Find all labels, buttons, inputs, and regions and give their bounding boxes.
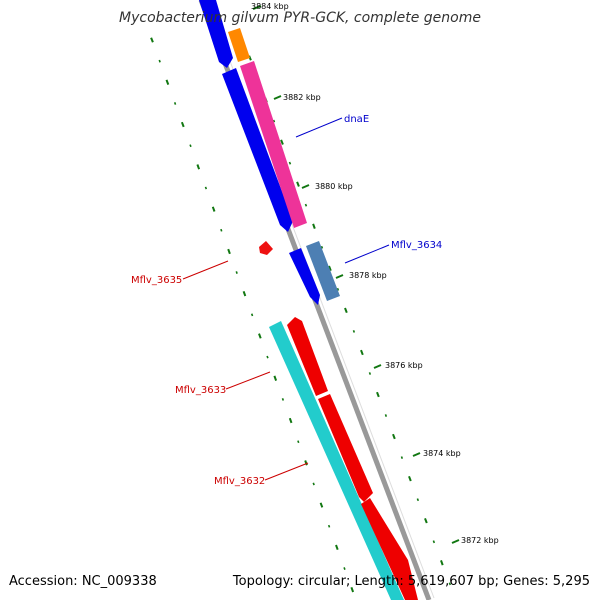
- gc-skew-mark: [352, 330, 356, 333]
- gc-skew-mark: [392, 433, 396, 440]
- gc-skew-mark: [335, 544, 339, 551]
- leader-line-mflv3633: [225, 371, 271, 390]
- gc-skew-mark: [400, 456, 404, 459]
- leader-line-mflv3632: [264, 462, 309, 481]
- gc-skew-mark: [211, 206, 216, 212]
- gc-skew-mark: [408, 475, 412, 482]
- gc-skew-mark: [350, 586, 355, 593]
- tick-label: 3884 kbp: [251, 2, 289, 11]
- tick-mark: [301, 184, 310, 189]
- tick-mark: [252, 5, 262, 10]
- gene-arrow-blue-small[interactable]: [289, 248, 320, 305]
- gc-skew-mark: [384, 414, 388, 417]
- gene-label-dnae[interactable]: dnaE: [344, 114, 369, 125]
- gc-skew-mark: [150, 37, 154, 43]
- gene-orange[interactable]: [228, 28, 250, 62]
- gc-skew-mark: [376, 391, 380, 398]
- gene-arrow-blue-top[interactable]: [199, 0, 233, 68]
- tick-label: 3882 kbp: [283, 93, 321, 102]
- kbp-ticks: 3884 kbp 3882 kbp 3880 kbp 3878 kbp 3876…: [251, 2, 499, 545]
- gc-skew-mark: [266, 355, 269, 359]
- gc-skew-mark: [281, 398, 285, 401]
- tick-mark: [412, 452, 421, 457]
- tick-label: 3874 kbp: [423, 449, 461, 458]
- gene-label-mflv3633[interactable]: Mflv_3633: [175, 385, 226, 396]
- leader-line-mflv3634: [344, 244, 390, 264]
- tick-mark: [451, 539, 460, 544]
- gc-skew-mark: [368, 372, 372, 375]
- gc-skew-mark: [272, 119, 276, 123]
- gc-skew-mark: [320, 245, 324, 249]
- gc-skew-mark: [173, 102, 177, 105]
- gc-skew-mark: [273, 375, 278, 381]
- gc-skew-dots-left: [150, 37, 355, 593]
- tick-mark: [335, 274, 344, 279]
- gc-skew-mark: [227, 248, 231, 255]
- gc-skew-mark: [250, 313, 254, 317]
- leader-line-mflv3635: [182, 260, 229, 280]
- gc-skew-mark: [327, 524, 331, 528]
- gc-skew-mark: [440, 560, 444, 566]
- gc-skew-mark: [304, 460, 308, 466]
- gc-skew-mark: [360, 349, 364, 356]
- gc-skew-mark: [288, 417, 293, 424]
- gene-arrow-red-2[interactable]: [318, 394, 373, 502]
- tick-label: 3872 kbp: [461, 536, 499, 545]
- gc-skew-mark: [432, 540, 436, 544]
- gc-skew-mark: [304, 203, 308, 207]
- gene-labels: dnaE Mflv_3634 Mflv_3635 Mflv_3633 Mflv_…: [131, 114, 442, 487]
- gene-features: [199, 0, 418, 600]
- tick-label: 3880 kbp: [315, 182, 353, 191]
- gene-mflv3635[interactable]: [259, 241, 273, 255]
- gene-arrow-red-1[interactable]: [287, 317, 328, 396]
- gene-mflv3634[interactable]: [306, 241, 340, 301]
- tick-label: 3878 kbp: [349, 271, 387, 280]
- leader-line-dnae: [295, 117, 343, 138]
- gc-skew-mark: [180, 121, 185, 128]
- gc-skew-mark: [424, 518, 428, 524]
- gc-skew-mark: [328, 265, 332, 272]
- gc-skew-mark: [280, 139, 284, 145]
- tick-mark: [273, 95, 282, 100]
- genome-summary-text: Topology: circular; Length: 5,619,607 bp…: [232, 574, 590, 589]
- gene-arrow-red-3[interactable]: [361, 498, 418, 600]
- tick-label: 3876 kbp: [385, 361, 423, 370]
- gc-skew-mark: [344, 307, 348, 314]
- gene-label-mflv3634[interactable]: Mflv_3634: [391, 240, 442, 251]
- gc-skew-mark: [297, 440, 300, 444]
- gene-label-mflv3635[interactable]: Mflv_3635: [131, 275, 182, 286]
- gene-label-mflv3632[interactable]: Mflv_3632: [214, 476, 265, 487]
- gc-skew-mark: [312, 482, 315, 486]
- gc-skew-mark: [343, 567, 346, 570]
- gene-magenta[interactable]: [240, 61, 307, 228]
- gc-skew-mark: [158, 59, 161, 63]
- gc-skew-mark: [336, 287, 340, 291]
- gc-skew-mark: [416, 498, 420, 502]
- gene-cyan[interactable]: [269, 321, 404, 600]
- gc-skew-mark: [165, 79, 170, 85]
- gc-skew-mark: [196, 164, 201, 170]
- accession-text: Accession: NC_009338: [9, 574, 157, 589]
- gc-skew-mark: [312, 223, 316, 229]
- tick-mark: [373, 364, 382, 369]
- gc-skew-mark: [448, 582, 452, 586]
- gc-skew-mark: [204, 186, 208, 190]
- gene-arrow-blue-long[interactable]: [222, 68, 293, 232]
- map-title: Mycobacterium gilvum PYR-GCK, complete g…: [119, 10, 481, 26]
- gc-skew-mark: [220, 228, 223, 232]
- gc-skew-mark: [319, 502, 324, 508]
- gc-skew-mark: [258, 333, 262, 339]
- gc-skew-mark: [296, 181, 300, 187]
- gc-skew-mark: [235, 271, 238, 274]
- gc-skew-mark: [288, 161, 292, 165]
- gc-skew-mark: [242, 290, 247, 297]
- gc-skew-mark: [189, 144, 192, 148]
